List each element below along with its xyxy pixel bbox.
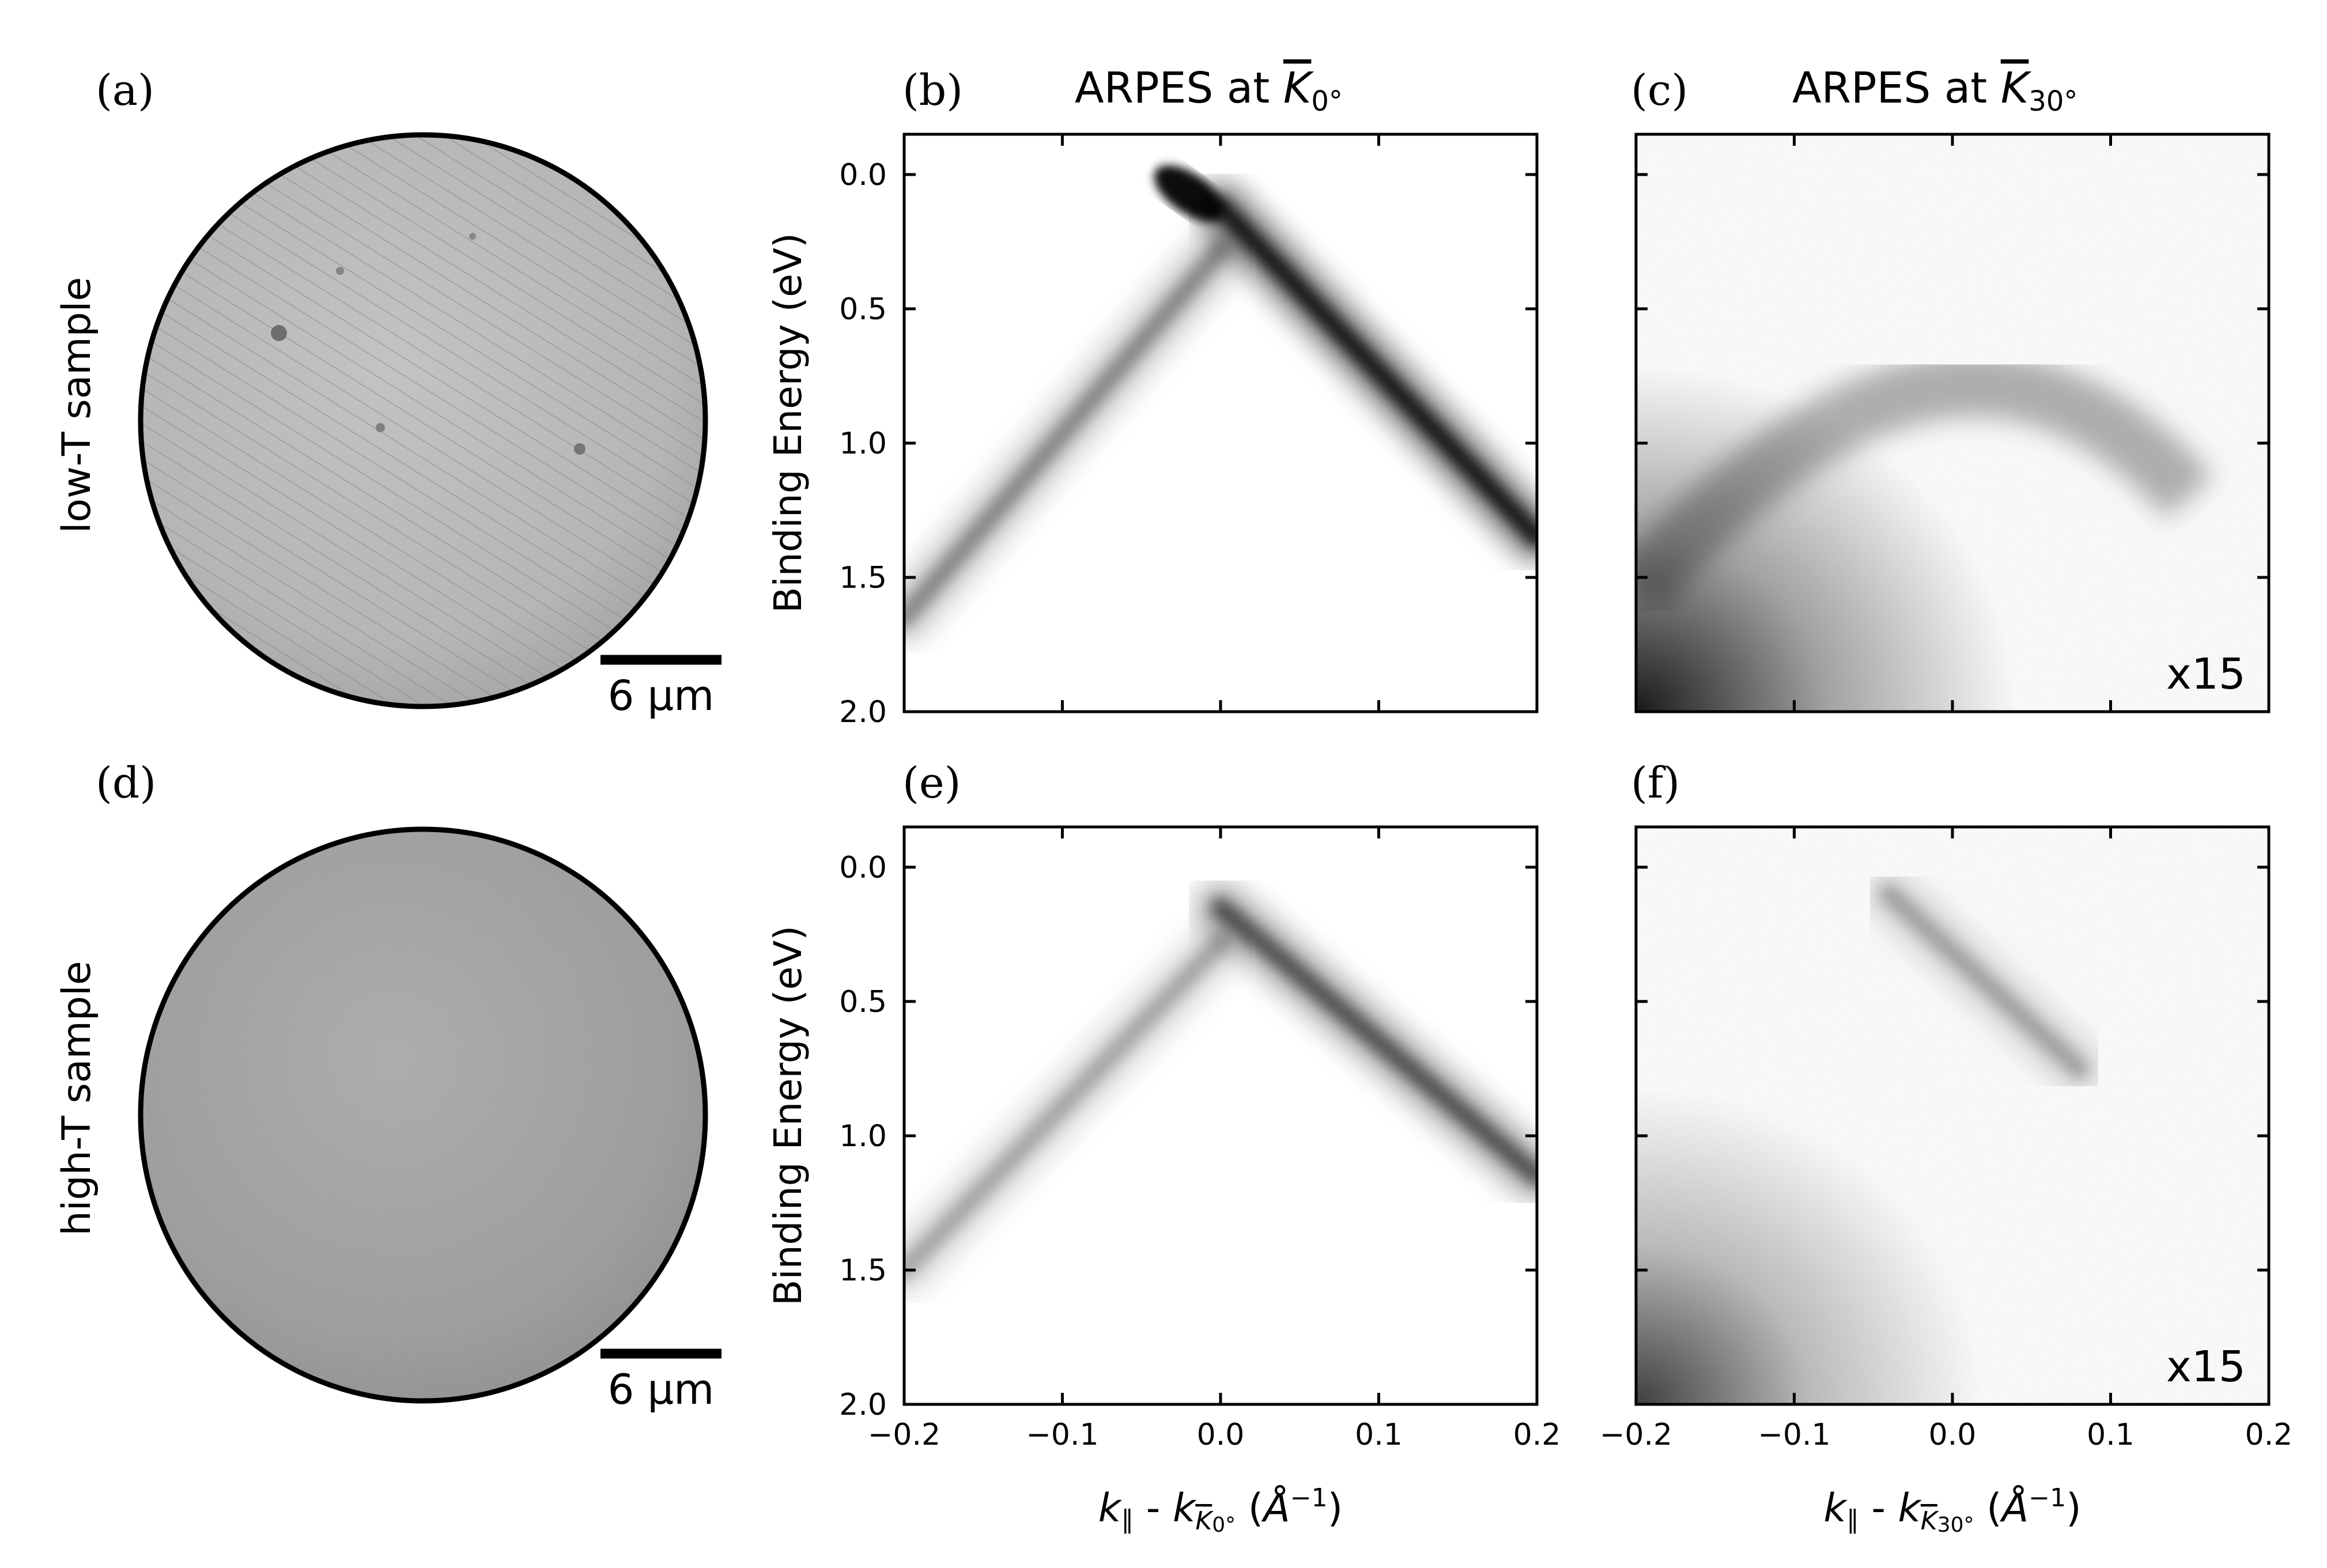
panel-label-d: (d) bbox=[96, 758, 156, 808]
x-tick-label: 0.0 bbox=[1197, 1418, 1245, 1452]
row-label-highT: high-T sample bbox=[54, 961, 100, 1236]
band-0 bbox=[1211, 897, 1537, 1186]
y-tick-label: 0.5 bbox=[839, 292, 887, 327]
y-tick-label: 2.0 bbox=[839, 1388, 887, 1422]
scale-bar-label-a: 6 µm bbox=[608, 671, 715, 720]
y-tick-label: 0.0 bbox=[839, 158, 887, 192]
y-tick-label: 0.5 bbox=[839, 985, 887, 1019]
heatmap-content bbox=[1636, 827, 2269, 1404]
x-tick-label: 0.2 bbox=[1513, 1418, 1561, 1452]
arpes-panel-e: −0.2 −0.1 0.0 0.1 0.2 0.0 0.5 1.0 1.5 2.0 bbox=[839, 825, 1561, 1452]
band-0 bbox=[1879, 884, 2089, 1079]
panel-label-a: (a) bbox=[96, 66, 154, 115]
x-tick-label: 0.2 bbox=[2245, 1418, 2293, 1452]
y-tick-label: 1.0 bbox=[839, 426, 887, 461]
x-tick-label: −0.1 bbox=[1758, 1418, 1830, 1452]
heatmap-content bbox=[904, 134, 1537, 712]
band-arc bbox=[1636, 353, 2213, 612]
x-tick-label: 0.1 bbox=[2087, 1418, 2135, 1452]
y-tick-label: 1.5 bbox=[839, 1253, 887, 1288]
corner-intensity bbox=[1636, 827, 2269, 1404]
xlabel-e: k∥ - kK0° (Å−1) bbox=[1098, 1483, 1343, 1537]
panel-label-c: (c) bbox=[1631, 66, 1688, 115]
band-1 bbox=[904, 240, 1230, 628]
intensity-multiplier-label: x15 bbox=[2166, 1342, 2246, 1392]
panel-label-e: (e) bbox=[902, 758, 961, 808]
ylabel-b: Binding Energy (eV) bbox=[766, 233, 810, 613]
x-tick-label: −0.2 bbox=[868, 1418, 940, 1452]
corner-intensity bbox=[1636, 134, 2269, 712]
y-tick-label: 1.0 bbox=[839, 1119, 887, 1154]
arpes-panel-b: 0.0 0.5 1.0 1.5 2.0 bbox=[839, 133, 1539, 730]
xlabel-f: k∥ - kK30° (Å−1) bbox=[1823, 1483, 2081, 1537]
title-c: ARPES at K30° bbox=[1792, 63, 2077, 118]
x-tick-label: 0.0 bbox=[1929, 1418, 1977, 1452]
x-tick-label: −0.1 bbox=[1026, 1418, 1098, 1452]
arpes-panel-f: −0.2 −0.1 0.0 0.1 0.2 x15 bbox=[1600, 825, 2293, 1452]
microscope-image-lowT bbox=[138, 132, 708, 709]
intensity-multiplier-label: x15 bbox=[2166, 649, 2246, 699]
row-label-lowT: low-T sample bbox=[54, 277, 100, 534]
scale-bar-label-d: 6 µm bbox=[608, 1365, 715, 1414]
y-tick-label: 0.0 bbox=[839, 851, 887, 885]
band-0 bbox=[1211, 197, 1537, 547]
heatmap-content bbox=[1636, 134, 2269, 712]
intensity-hotspot bbox=[1154, 165, 1224, 222]
ylabel-e: Binding Energy (eV) bbox=[766, 925, 810, 1306]
panel-label-f: (f) bbox=[1631, 758, 1680, 808]
panel-label-b: (b) bbox=[902, 66, 963, 115]
x-tick-label: −0.2 bbox=[1600, 1418, 1672, 1452]
arpes-panel-c: x15 bbox=[1634, 133, 2271, 713]
microscope-image-highT bbox=[138, 826, 708, 1404]
band-1 bbox=[904, 932, 1230, 1280]
y-tick-label: 2.0 bbox=[839, 695, 887, 730]
x-tick-label: 0.1 bbox=[1355, 1418, 1403, 1452]
heatmap-content bbox=[904, 827, 1537, 1404]
y-tick-label: 1.5 bbox=[839, 561, 887, 595]
title-b: ARPES at K0° bbox=[1075, 63, 1343, 118]
